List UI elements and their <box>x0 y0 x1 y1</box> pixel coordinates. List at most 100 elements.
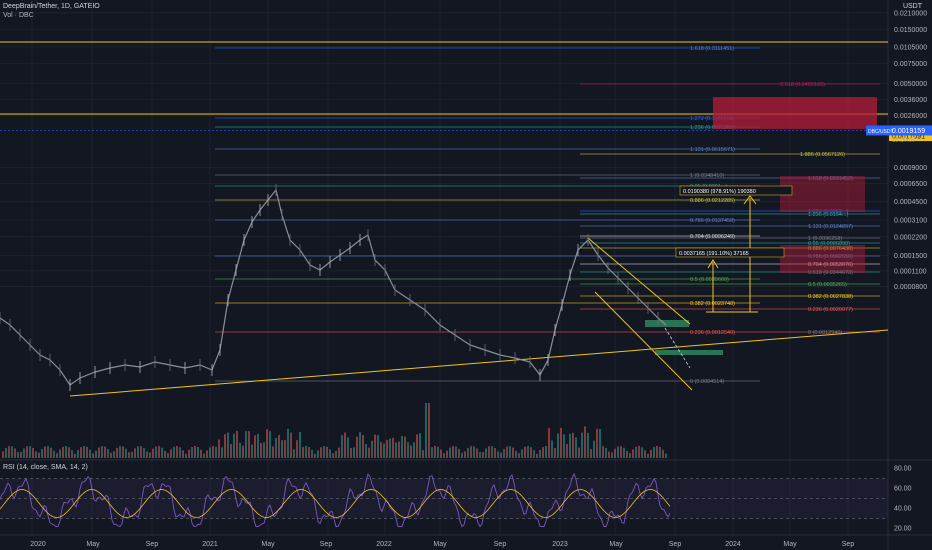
volume-bar <box>329 449 331 458</box>
volume-bar <box>365 443 367 458</box>
time-axis-label: 2023 <box>552 541 568 548</box>
volume-bar <box>395 442 397 458</box>
fib-level-label: 0 (0.0004514) <box>690 379 724 385</box>
volume-bar <box>389 438 391 458</box>
volume-bar <box>323 446 325 458</box>
measure-arrowhead <box>743 195 757 205</box>
projection-path <box>664 327 691 369</box>
volume-bar <box>41 448 43 458</box>
rsi-sma-line <box>0 489 671 518</box>
volume-bar <box>398 441 400 458</box>
volume-bar <box>482 451 484 458</box>
volume-bar <box>401 436 403 458</box>
volume-bar <box>44 446 46 458</box>
volume-bar <box>374 434 376 458</box>
volume-bar <box>569 433 571 458</box>
volume-bar <box>566 444 568 458</box>
volume-bar <box>317 450 319 458</box>
volume-bar <box>536 453 538 458</box>
volume-bar <box>353 447 355 458</box>
volume-bar <box>491 446 493 458</box>
volume-bar <box>134 448 136 458</box>
volume-bar <box>320 447 322 458</box>
volume-bar <box>377 435 379 458</box>
time-axis-label: May <box>609 541 623 548</box>
volume-bar <box>266 429 268 458</box>
price-axis-tick: 0.0001500 <box>894 253 927 260</box>
time-axis-label: 2021 <box>202 541 218 548</box>
volume-bar <box>452 446 454 458</box>
support-zone <box>645 320 689 327</box>
volume-bar <box>434 446 436 458</box>
volume-bar <box>605 448 607 458</box>
price-badge <box>889 131 932 142</box>
volume-bar <box>2 451 4 458</box>
volume-bar <box>155 446 157 458</box>
time-axis-label: May <box>86 541 100 548</box>
volume-bar <box>239 442 241 458</box>
volume-bar <box>125 448 127 458</box>
volume-indicator-title: Vol · DBC <box>3 12 34 19</box>
volume-bar <box>440 449 442 458</box>
fib-level-label: 0.236 (0.0012540) <box>690 330 735 336</box>
volume-bar <box>269 431 271 458</box>
volume-bar <box>293 449 295 458</box>
volume-bar <box>437 446 439 458</box>
time-axis-label: Sep <box>146 541 159 548</box>
volume-bar <box>356 436 358 458</box>
volume-bar <box>272 446 274 458</box>
volume-bar <box>176 446 178 458</box>
currency-label[interactable]: USDT <box>902 3 922 10</box>
rsi-axis-tick: 60.00 <box>894 486 912 493</box>
volume-bar <box>35 451 37 458</box>
long-term-trendline <box>69 329 889 397</box>
price-badge-label: 0.0019159 <box>892 128 925 135</box>
fib-level-label: 0 (0.0012946) <box>808 330 842 336</box>
volume-bar <box>644 450 646 458</box>
fib-level-label: 1.131 (0.0124897) <box>808 224 853 230</box>
volume-bar <box>371 440 373 458</box>
volume-bar <box>653 447 655 458</box>
volume-bar <box>650 449 652 458</box>
volume-bar <box>152 448 154 458</box>
volume-bar <box>530 447 532 458</box>
target-zone-lower <box>780 245 865 273</box>
volume-bar <box>416 434 418 458</box>
volume-bar <box>218 439 220 458</box>
fib-level-label: 1.236 (0.0971201) <box>690 125 735 131</box>
price-badge-label: 0.0017091 <box>892 134 925 141</box>
volume-bar <box>413 442 415 458</box>
volume-bar <box>146 451 148 458</box>
volume-bar <box>485 448 487 458</box>
volume-bar <box>59 449 61 458</box>
volume-bar <box>179 447 181 458</box>
volume-bar <box>95 450 97 458</box>
volume-bar <box>443 453 445 458</box>
volume-bar <box>458 448 460 458</box>
volume-bar <box>392 437 394 458</box>
volume-bar <box>23 448 25 458</box>
volume-bar <box>263 442 265 458</box>
volume-bar <box>602 446 604 458</box>
volume-bar <box>104 446 106 458</box>
current-symbol-tag <box>866 125 889 136</box>
volume-bar <box>425 403 427 458</box>
volume-bar <box>593 440 595 458</box>
volume-bar <box>626 450 628 458</box>
rsi-line <box>0 472 671 528</box>
volume-bar <box>47 446 49 458</box>
volume-bar <box>287 428 289 458</box>
volume-bar <box>617 446 619 458</box>
volume-bar <box>137 446 139 458</box>
volume-bar <box>245 431 247 458</box>
volume-bar <box>5 447 7 458</box>
volume-bar <box>524 446 526 458</box>
volume-bar <box>161 447 163 458</box>
volume-bar <box>347 437 349 458</box>
volume-bar <box>254 435 256 458</box>
fib-level-label: 0.704 (0.0053076) <box>808 262 853 268</box>
volume-bar <box>65 446 67 458</box>
volume-bar <box>596 428 598 458</box>
